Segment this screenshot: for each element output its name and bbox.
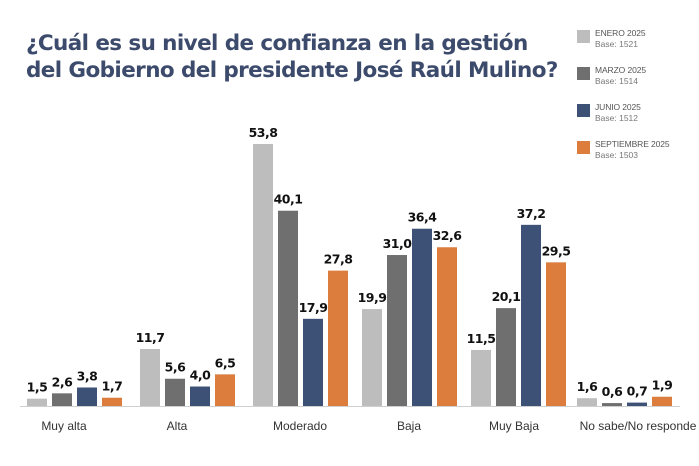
category-label-baja: Baja (397, 419, 421, 433)
legend: ENERO 2025 Base: 1521 MARZO 2025 Base: 1… (577, 28, 699, 176)
bar-muy-baja-enero-2025 (471, 349, 491, 406)
legend-label-marzo: MARZO 2025 (595, 65, 646, 75)
value-label-moderado-septiembre-2025: 27,8 (324, 252, 353, 267)
bar-alta-marzo-2025 (165, 378, 185, 406)
value-label-alta-junio-2025: 4,0 (190, 368, 211, 383)
bar-no-sabe-no-responde-septiembre-2025 (652, 396, 672, 406)
value-label-baja-marzo-2025: 31,0 (383, 236, 413, 251)
value-label-no-sabe-no-responde-marzo-2025: 0,6 (602, 384, 623, 399)
value-label-no-sabe-no-responde-enero-2025: 1,6 (577, 379, 598, 394)
value-label-no-sabe-no-responde-septiembre-2025: 1,9 (652, 378, 673, 393)
bar-muy-baja-marzo-2025 (496, 308, 516, 406)
chart-title-line-1: ¿Cuál es su nivel de confianza en la ges… (26, 31, 528, 56)
legend-swatch-marzo (577, 67, 590, 80)
value-label-baja-septiembre-2025: 32,6 (433, 228, 463, 243)
value-label-moderado-marzo-2025: 40,1 (274, 192, 303, 207)
bar-muy-alta-enero-2025 (27, 398, 47, 406)
legend-base-marzo: Base: 1514 (595, 76, 639, 86)
legend-swatch-septiembre (577, 141, 590, 154)
legend-item-enero: ENERO 2025 Base: 1521 (577, 28, 699, 65)
value-label-muy-alta-septiembre-2025: 1,7 (102, 379, 123, 394)
chart-title: ¿Cuál es su nivel de confianza en la ges… (26, 30, 566, 84)
value-label-alta-enero-2025: 11,7 (136, 330, 165, 345)
value-label-alta-septiembre-2025: 6,5 (215, 355, 236, 370)
bar-moderado-septiembre-2025 (328, 270, 348, 406)
value-label-moderado-enero-2025: 53,8 (249, 125, 278, 140)
value-label-muy-baja-marzo-2025: 20,1 (492, 289, 521, 304)
value-label-moderado-junio-2025: 17,9 (299, 300, 328, 315)
category-label-muy-alta: Muy alta (41, 419, 87, 433)
bar-baja-junio-2025 (412, 228, 432, 406)
bar-muy-alta-junio-2025 (77, 387, 97, 406)
bar-no-sabe-no-responde-marzo-2025 (602, 403, 622, 406)
bar-muy-alta-marzo-2025 (52, 393, 72, 406)
legend-item-marzo: MARZO 2025 Base: 1514 (577, 65, 699, 102)
legend-base-septiembre: Base: 1503 (595, 150, 639, 160)
category-label-muy-baja: Muy Baja (489, 419, 539, 433)
value-label-muy-baja-enero-2025: 11,5 (467, 331, 496, 346)
legend-item-septiembre: SEPTIEMBRE 2025 Base: 1503 (577, 139, 699, 176)
bar-alta-junio-2025 (190, 386, 210, 406)
bar-baja-marzo-2025 (387, 255, 407, 406)
bar-muy-baja-septiembre-2025 (546, 262, 566, 406)
category-labels-layer: Muy alta Alta Moderado Baja Muy Baja No sabe/… (41, 419, 696, 433)
value-label-muy-baja-septiembre-2025: 29,5 (542, 243, 571, 258)
value-label-muy-alta-marzo-2025: 2,6 (52, 374, 73, 389)
bar-baja-enero-2025 (362, 309, 382, 406)
legend-swatch-enero (577, 30, 590, 43)
legend-label-junio: JUNIO 2025 (595, 102, 641, 112)
value-label-muy-baja-junio-2025: 37,2 (517, 206, 546, 221)
bar-moderado-enero-2025 (253, 143, 273, 406)
bar-alta-septiembre-2025 (215, 374, 235, 406)
bar-no-sabe-no-responde-enero-2025 (577, 398, 597, 406)
bar-baja-septiembre-2025 (437, 247, 457, 406)
value-labels-layer: 1,5 2,6 3,8 1,7 11,75,6 4,0 6,5 53,8 40,1 17,9 27,… (27, 125, 673, 399)
legend-base-junio: Base: 1512 (595, 113, 639, 123)
value-label-muy-alta-junio-2025: 3,8 (77, 368, 98, 383)
legend-label-septiembre: SEPTIEMBRE 2025 (595, 139, 670, 149)
chart-title-line-2: del Gobierno del presidente José Raúl Mu… (26, 58, 558, 83)
legend-item-junio: JUNIO 2025 Base: 1512 (577, 102, 699, 139)
legend-swatch-junio (577, 104, 590, 117)
bar-moderado-junio-2025 (303, 318, 323, 406)
legend-base-enero: Base: 1521 (595, 39, 639, 49)
bar-moderado-marzo-2025 (278, 210, 298, 406)
bar-alta-enero-2025 (140, 349, 160, 406)
value-label-alta-marzo-2025: 5,6 (165, 360, 186, 375)
legend-label-enero: ENERO 2025 (595, 28, 646, 38)
value-label-baja-enero-2025: 19,9 (358, 290, 387, 305)
category-label-no-sabe-no-responde: No sabe/No responde (580, 419, 697, 433)
category-label-moderado: Moderado (273, 419, 327, 433)
bar-muy-baja-junio-2025 (521, 224, 541, 406)
bar-muy-alta-septiembre-2025 (102, 397, 122, 406)
category-label-alta: Alta (167, 419, 188, 433)
value-label-no-sabe-no-responde-junio-2025: 0,7 (627, 384, 648, 399)
bar-no-sabe-no-responde-junio-2025 (627, 402, 647, 406)
bars-layer (27, 143, 672, 406)
value-label-muy-alta-enero-2025: 1,5 (27, 380, 48, 395)
value-label-baja-junio-2025: 36,4 (408, 210, 438, 225)
